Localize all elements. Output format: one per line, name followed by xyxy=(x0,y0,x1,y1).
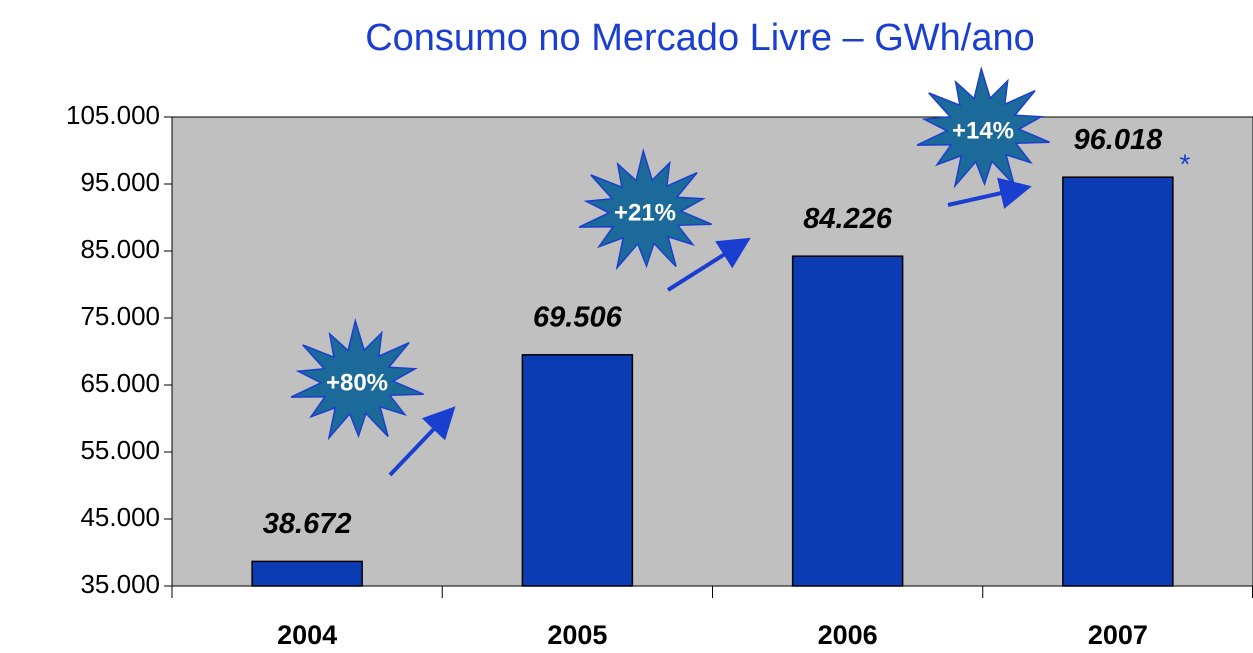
bar xyxy=(251,560,363,587)
bar xyxy=(521,354,634,587)
starburst xyxy=(916,65,1050,189)
x-tick-label: 2005 xyxy=(547,620,607,650)
y-tick-label: 95.000 xyxy=(80,167,160,197)
annotation: +14% xyxy=(952,117,1014,144)
x-tick-label: 2007 xyxy=(1088,620,1148,650)
annotation: * xyxy=(1180,148,1191,179)
value-label: 96.018 xyxy=(1074,124,1164,156)
annotation: +21% xyxy=(614,199,676,226)
starburst xyxy=(578,147,712,271)
y-tick-label: 105.000 xyxy=(66,100,160,130)
chart-title: Consumo no Mercado Livre – GWh/ano xyxy=(365,17,1035,59)
arrow xyxy=(947,177,1032,209)
x-tick-label: 2004 xyxy=(277,620,337,650)
y-tick-label: 65.000 xyxy=(80,368,160,398)
starburst xyxy=(290,317,424,441)
bar xyxy=(1062,176,1174,587)
arrow xyxy=(388,406,456,477)
y-tick-label: 45.000 xyxy=(80,502,160,532)
y-tick-label: 35.000 xyxy=(80,569,160,599)
x-tick-label: 2006 xyxy=(818,620,878,650)
y-tick-label: 55.000 xyxy=(80,435,160,465)
y-tick-label: 75.000 xyxy=(80,301,160,331)
value-label: 84.226 xyxy=(803,203,893,235)
annotation: +80% xyxy=(326,369,388,396)
value-label: 38.672 xyxy=(263,508,352,540)
value-label: 69.506 xyxy=(533,301,623,333)
arrow xyxy=(666,237,751,292)
bar xyxy=(791,255,904,587)
y-tick-label: 85.000 xyxy=(80,234,160,264)
